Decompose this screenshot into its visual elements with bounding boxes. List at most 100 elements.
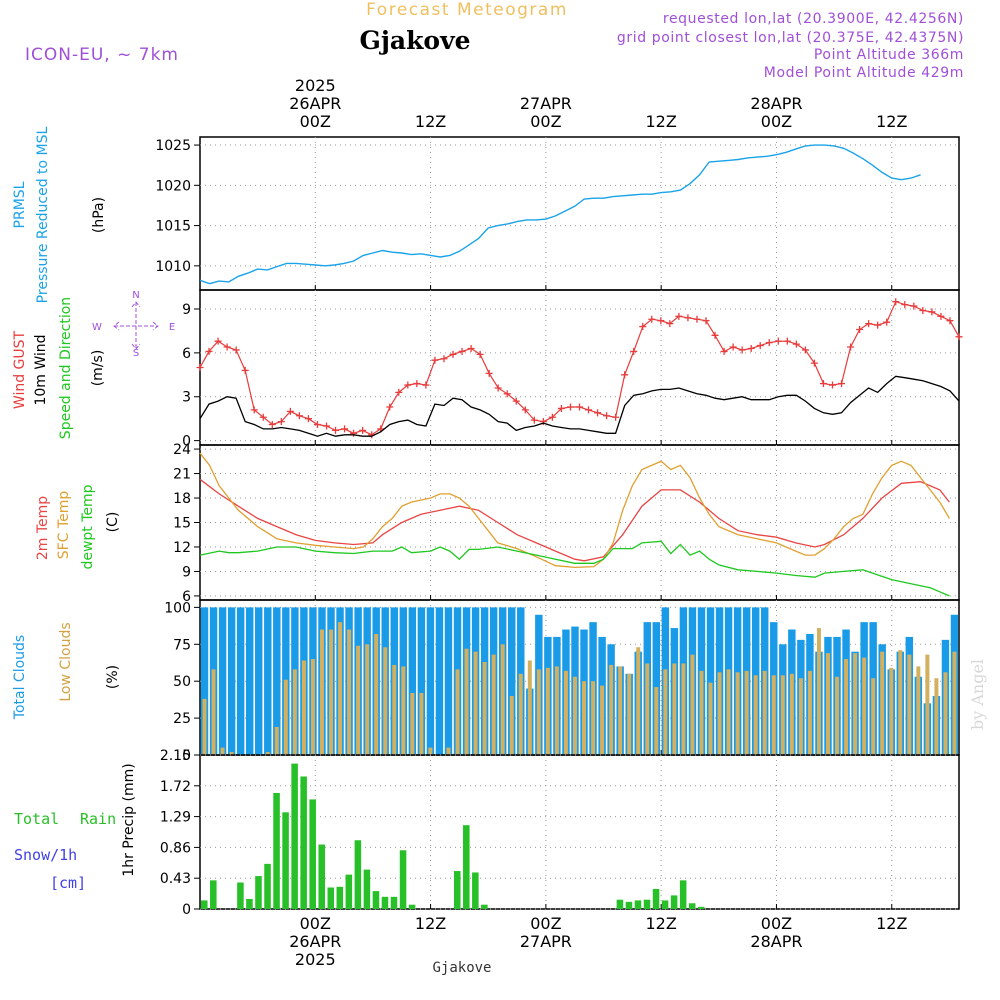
bottom-time-label: 12Z <box>876 914 907 933</box>
rain-bar <box>327 887 335 909</box>
precip-label-axis: 1hr Precip (mm) <box>121 763 137 876</box>
watermark: by Angel <box>968 659 987 730</box>
low-cloud-bar <box>500 644 505 755</box>
top-time-label: 00Z <box>300 112 331 131</box>
gust-point <box>919 306 927 314</box>
bottom-time-label: 12Z <box>415 914 446 933</box>
temp-ytick-label: 6 <box>182 589 191 605</box>
gust-point <box>476 350 484 358</box>
temp-ytick-label: 24 <box>173 442 191 458</box>
precip-ytick-label: 0.43 <box>160 871 191 887</box>
gust-point <box>928 308 936 316</box>
rain-bar <box>463 825 470 909</box>
low-cloud-bar <box>636 647 641 755</box>
gust-point <box>205 347 213 355</box>
top-time-label: 12Z <box>415 112 446 131</box>
gust-point <box>774 337 782 345</box>
gust-point <box>621 371 629 379</box>
gust-point <box>214 337 222 345</box>
gust-point <box>467 344 475 352</box>
rain-bar <box>661 900 669 909</box>
bottom-time-label: 00Z <box>300 914 331 933</box>
low-cloud-bar <box>925 654 930 755</box>
gust-point <box>196 364 204 371</box>
low-cloud-bar <box>319 629 324 755</box>
bottom-time-label: 00Z <box>530 914 561 933</box>
precip-label-snow: Snow/1h <box>14 846 77 864</box>
low-cloud-bar <box>283 679 288 755</box>
rain-bar <box>616 899 624 909</box>
low-cloud-bar <box>816 628 821 755</box>
temp-label-dewpt: dewpt Temp <box>80 484 96 569</box>
clouds-ytick-label: 75 <box>173 637 191 653</box>
precip-ytick-label: 1.72 <box>160 779 191 795</box>
temp2m-line <box>199 478 950 562</box>
precip-ytick-label: 0.86 <box>160 840 191 856</box>
rain-bar <box>372 891 380 909</box>
compass-east: E <box>169 322 175 333</box>
wind-ytick-label: 6 <box>182 346 191 362</box>
gust-point <box>838 380 846 388</box>
rain-bar <box>408 904 416 909</box>
wind-panel: 0 3 6 9 <box>182 289 963 450</box>
gust-point <box>810 359 818 367</box>
low-cloud-bar <box>645 663 650 755</box>
low-cloud-bar <box>762 670 767 755</box>
gust-point <box>648 315 656 323</box>
gust-point <box>557 404 565 412</box>
rain-bar <box>237 882 244 909</box>
pressure-panel: 1010 1015 1020 1025 <box>155 136 960 291</box>
gust-point <box>223 343 231 351</box>
gust-point <box>250 406 258 414</box>
low-cloud-bar <box>518 673 523 755</box>
low-cloud-bar <box>338 622 343 755</box>
low-cloud-bar <box>554 666 559 755</box>
low-cloud-bar <box>853 653 858 755</box>
gust-point <box>901 301 909 309</box>
rain-bar <box>282 812 289 909</box>
rain-bar <box>399 850 407 909</box>
gust-point <box>295 412 303 420</box>
rain-bar <box>210 880 217 909</box>
low-cloud-bar <box>211 669 216 755</box>
low-cloud-bar <box>907 654 912 755</box>
gust-point <box>268 421 276 429</box>
low-cloud-bar <box>419 693 424 755</box>
rain-bar <box>634 900 642 909</box>
total-cloud-bar <box>218 607 227 755</box>
wind-label-gust: Wind GUST <box>12 330 28 409</box>
total-cloud-bar <box>255 607 263 755</box>
total-cloud-bar <box>200 607 209 755</box>
low-cloud-bar <box>654 687 659 755</box>
rain-bar <box>336 886 344 909</box>
gust-point <box>729 343 737 351</box>
low-cloud-bar <box>943 672 948 755</box>
gust-point <box>675 312 683 320</box>
clouds-label-unit: (%) <box>105 665 121 689</box>
gust-point <box>323 422 330 430</box>
low-cloud-bar <box>672 663 677 755</box>
bottom-time-label: 12Z <box>646 914 677 933</box>
rain-bar <box>643 899 651 909</box>
low-cloud-bar <box>862 657 867 755</box>
low-cloud-bar <box>482 662 487 755</box>
low-cloud-bar <box>301 660 306 755</box>
temp-ytick-label: 21 <box>173 467 191 483</box>
pressure-ytick-label: 1025 <box>155 138 191 154</box>
low-cloud-bar <box>889 667 894 755</box>
low-cloud-bar <box>527 660 532 755</box>
rain-bar <box>697 906 705 909</box>
gust-point <box>413 380 421 388</box>
total-cloud-bar <box>706 607 715 755</box>
gust-point <box>738 346 746 354</box>
rain-bar <box>318 844 325 909</box>
low-cloud-bar <box>491 654 496 755</box>
rain-bar <box>652 888 660 909</box>
low-cloud-bar <box>789 673 794 755</box>
low-cloud-bar <box>582 681 587 755</box>
pressure-ytick-label: 1015 <box>155 219 191 235</box>
low-cloud-bar <box>410 693 415 755</box>
low-cloud-bar <box>916 666 921 755</box>
